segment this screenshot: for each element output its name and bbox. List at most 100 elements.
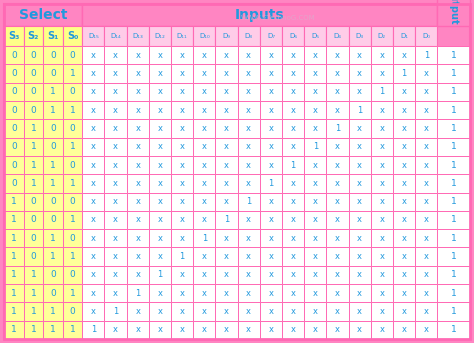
Bar (43, 119, 63, 138)
Bar (415, 321, 438, 339)
Bar (63, 192, 82, 211)
Bar (4, 321, 24, 339)
Text: x: x (246, 234, 251, 243)
Text: x: x (291, 106, 296, 115)
Bar (193, 284, 216, 303)
Bar (327, 156, 348, 174)
Text: x: x (91, 234, 96, 243)
Text: 0: 0 (30, 234, 36, 243)
Text: x: x (91, 197, 96, 206)
Text: 1: 1 (401, 69, 407, 78)
Bar (4, 192, 24, 211)
Bar (260, 321, 282, 339)
Text: 0: 0 (50, 124, 56, 133)
Bar (327, 229, 348, 247)
Text: x: x (157, 124, 163, 133)
Bar (43, 211, 63, 229)
Bar (260, 26, 282, 46)
Bar (438, 192, 470, 211)
Text: 0: 0 (70, 307, 75, 316)
Bar (216, 211, 237, 229)
Text: 1: 1 (451, 234, 456, 243)
Bar (260, 174, 282, 192)
Bar (438, 266, 470, 284)
Text: x: x (357, 69, 362, 78)
Bar (82, 284, 104, 303)
Bar (260, 229, 282, 247)
Text: x: x (91, 215, 96, 224)
Text: 1: 1 (451, 69, 456, 78)
Text: x: x (424, 197, 429, 206)
Bar (348, 26, 371, 46)
Text: x: x (268, 197, 273, 206)
Bar (82, 321, 104, 339)
Text: x: x (135, 197, 140, 206)
Text: x: x (424, 270, 429, 280)
Text: x: x (224, 197, 229, 206)
Text: x: x (424, 179, 429, 188)
Bar (237, 156, 260, 174)
Bar (371, 266, 393, 284)
Text: x: x (424, 124, 429, 133)
Text: x: x (401, 51, 407, 60)
Bar (82, 46, 104, 64)
Text: x: x (335, 270, 340, 280)
Bar (327, 247, 348, 266)
Text: D₁: D₁ (400, 33, 408, 39)
Bar (127, 321, 149, 339)
Text: 1: 1 (451, 215, 456, 224)
Text: x: x (424, 161, 429, 169)
Bar (24, 26, 43, 46)
Bar (304, 26, 327, 46)
Text: D₁₁: D₁₁ (177, 33, 188, 39)
Text: x: x (224, 87, 229, 96)
Text: x: x (157, 326, 163, 334)
Bar (216, 83, 237, 101)
Text: x: x (157, 142, 163, 151)
Bar (415, 26, 438, 46)
Bar (282, 192, 304, 211)
Bar (82, 83, 104, 101)
Text: x: x (135, 179, 140, 188)
Text: x: x (135, 87, 140, 96)
Bar (43, 46, 63, 64)
Text: x: x (180, 106, 185, 115)
Text: 1: 1 (70, 69, 75, 78)
Bar (304, 266, 327, 284)
Bar (63, 174, 82, 192)
Text: x: x (291, 142, 296, 151)
Bar (371, 26, 393, 46)
Text: x: x (291, 215, 296, 224)
Bar (282, 229, 304, 247)
Bar (438, 119, 470, 138)
Text: 0: 0 (30, 215, 36, 224)
Bar (63, 26, 82, 46)
Bar (193, 46, 216, 64)
Bar (4, 284, 24, 303)
Text: x: x (268, 252, 273, 261)
Bar (282, 211, 304, 229)
Bar (63, 156, 82, 174)
Text: 1: 1 (11, 289, 17, 298)
Text: 0: 0 (30, 51, 36, 60)
Bar (348, 138, 371, 156)
Bar (63, 119, 82, 138)
Text: x: x (357, 326, 362, 334)
Text: x: x (202, 106, 207, 115)
Text: x: x (246, 215, 251, 224)
Text: 0: 0 (70, 197, 75, 206)
Text: x: x (268, 106, 273, 115)
Bar (348, 247, 371, 266)
Bar (438, 174, 470, 192)
Text: 1: 1 (451, 106, 456, 115)
Text: 1: 1 (451, 197, 456, 206)
Text: x: x (157, 161, 163, 169)
Text: x: x (424, 252, 429, 261)
Text: D₁₃: D₁₃ (132, 33, 143, 39)
Text: x: x (401, 179, 407, 188)
Bar (193, 83, 216, 101)
Text: S₃: S₃ (8, 31, 19, 41)
Text: 0: 0 (11, 161, 17, 169)
Bar (171, 192, 193, 211)
Bar (63, 303, 82, 321)
